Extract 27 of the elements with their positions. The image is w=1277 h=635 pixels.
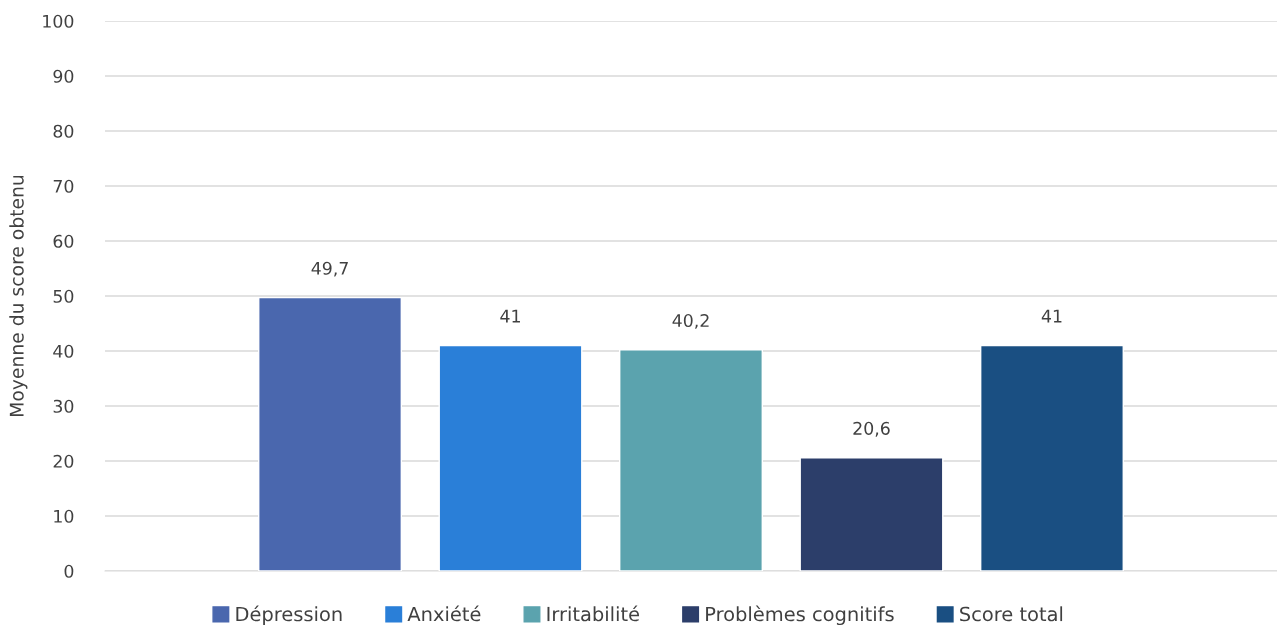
- legend-label: Problèmes cognitifs: [706, 605, 894, 626]
- legend-label: Dépression: [236, 605, 342, 626]
- y-tick-label: 10: [54, 509, 74, 523]
- y-tick-label: 40: [53, 344, 74, 358]
- y-tick-label: 70: [53, 179, 74, 193]
- y-axis-title: Moyenne du score obtenu: [9, 175, 28, 416]
- bar: [258, 296, 403, 571]
- legend-label: Irritabilité: [547, 605, 640, 622]
- bar: [619, 349, 763, 571]
- bar: [979, 344, 1124, 571]
- y-tick-label: 80: [53, 124, 74, 138]
- y-tick-label: 60: [53, 234, 74, 248]
- legend-label: Score total: [960, 606, 1063, 622]
- data-label: 41: [500, 309, 520, 323]
- bar: [799, 457, 944, 571]
- y-tick-label: 30: [53, 399, 74, 413]
- bar: [438, 344, 583, 571]
- legend-label: Anxiété: [407, 605, 481, 622]
- y-tick-label: 0: [64, 564, 74, 578]
- data-label: 40,2: [672, 313, 709, 329]
- y-tick-label: 20: [53, 454, 74, 468]
- y-tick-label: 100: [43, 14, 74, 28]
- y-tick-label: 90: [53, 69, 74, 83]
- data-label: 49,7: [311, 261, 348, 277]
- data-label: 41: [1041, 309, 1062, 323]
- y-tick-label: 50: [53, 289, 74, 303]
- data-label: 20,6: [853, 421, 890, 437]
